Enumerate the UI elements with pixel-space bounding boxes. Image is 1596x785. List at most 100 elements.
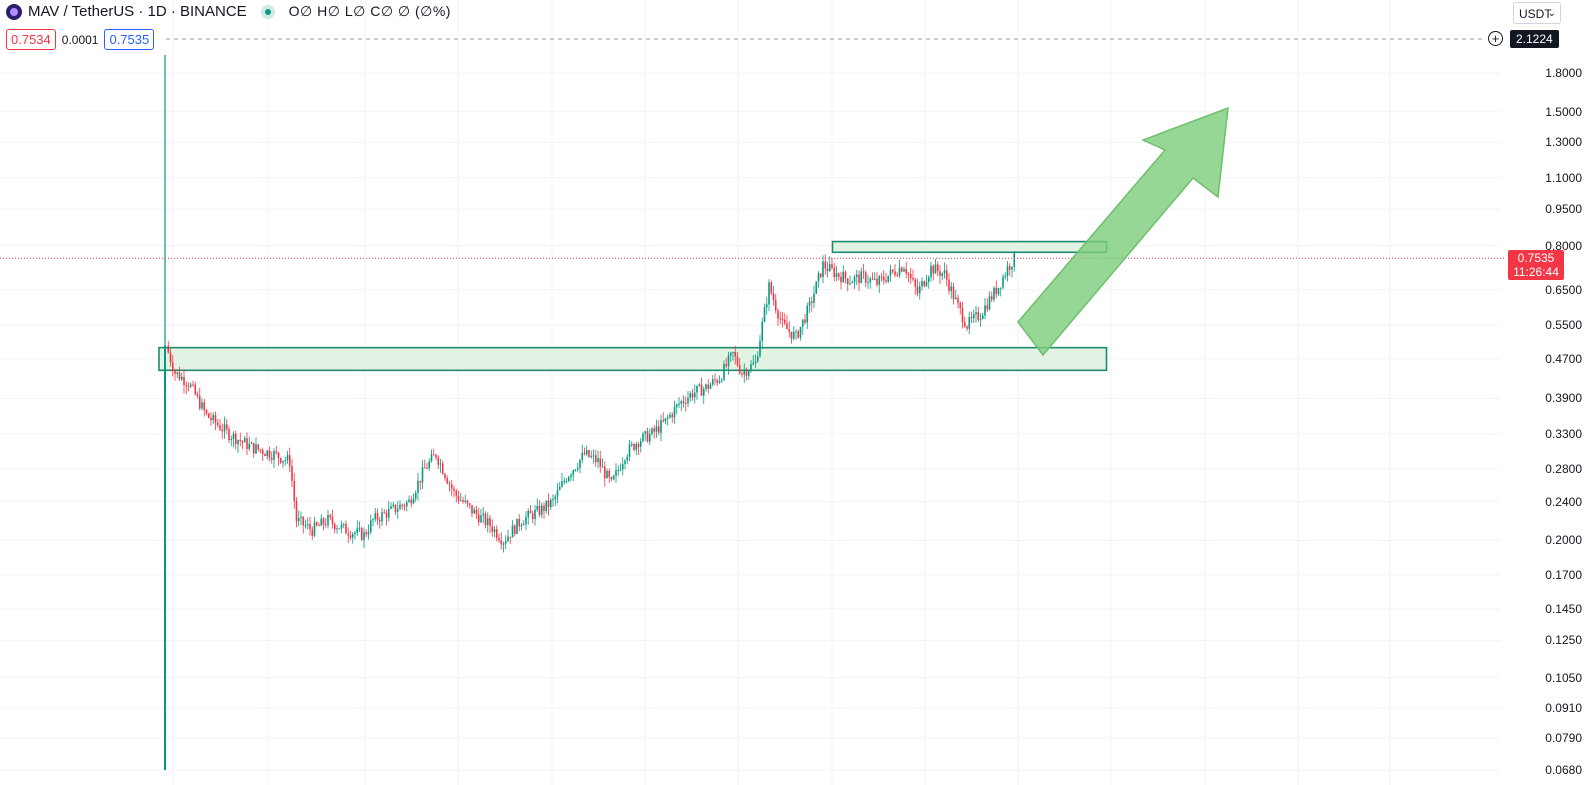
candle-body [257, 444, 260, 450]
candle-body [851, 282, 854, 284]
candle-body [471, 505, 473, 514]
buy-price-button[interactable]: 0.7535 [104, 29, 155, 50]
candle-body [270, 457, 273, 460]
add-alert-icon[interactable]: + [1488, 31, 1503, 46]
candle-body [178, 372, 181, 380]
spread-value: 0.0001 [61, 32, 99, 47]
candle-body [806, 305, 809, 323]
candle-body [972, 314, 975, 319]
high-price-badge: 2.1224 [1510, 30, 1559, 48]
candle-body [927, 277, 930, 283]
candle-body [518, 518, 521, 527]
candle-body [279, 458, 282, 463]
candle-body [459, 500, 462, 502]
candle-body [493, 529, 496, 532]
candle-body [777, 310, 779, 319]
candle-body [1011, 266, 1013, 270]
candle-body [520, 525, 523, 527]
candle-body [660, 420, 662, 433]
candle-body [403, 505, 406, 507]
candle-body [995, 287, 998, 295]
candle-body [1008, 266, 1011, 270]
candle-body [412, 498, 415, 504]
candle-body [538, 505, 541, 515]
candle-body [313, 522, 316, 536]
candle-body [369, 520, 372, 533]
candle-body [606, 470, 608, 479]
sell-price-button[interactable]: 0.7534 [6, 29, 56, 50]
candle-body [282, 460, 284, 463]
candle-body [878, 276, 881, 285]
candle-body [324, 524, 327, 526]
candle-body [959, 302, 962, 309]
candle-body [484, 513, 487, 525]
candle-body [693, 392, 696, 398]
candle-body [644, 431, 647, 434]
candle-body [988, 296, 991, 310]
candle-body [871, 278, 874, 280]
candle-body [423, 467, 426, 469]
candle-body [599, 458, 602, 467]
candle-body [828, 264, 831, 272]
symbol-title[interactable]: MAV / TetherUS · 1D · BINANCE [28, 3, 247, 20]
candle-body [410, 499, 413, 504]
candle-body [338, 528, 341, 530]
candle-body [747, 371, 750, 376]
candle-body [963, 322, 966, 327]
candle-body [468, 503, 471, 506]
candle-body [639, 441, 642, 447]
price-tick-label: 0.3300 [1545, 426, 1582, 441]
candle-body [243, 438, 246, 443]
candle-body [390, 506, 392, 509]
candle-body [723, 363, 725, 380]
candle-body [574, 469, 577, 471]
candle-body [741, 373, 743, 375]
currency-select[interactable]: USDT ⌄ [1513, 2, 1561, 24]
price-tick-label: 0.2000 [1545, 533, 1582, 548]
candle-body [822, 261, 824, 278]
candle-body [572, 470, 575, 476]
candle-body [336, 528, 338, 530]
candle-body [349, 535, 352, 538]
candle-body [687, 397, 689, 404]
candle-body [743, 370, 746, 375]
candle-body [252, 443, 255, 454]
candle-body [232, 433, 235, 439]
candle-body [752, 363, 755, 365]
candle-body [547, 500, 550, 508]
candle-body [671, 414, 674, 418]
candle-body [237, 440, 239, 445]
market-status-icon[interactable] [260, 4, 275, 19]
candle-body [300, 516, 302, 518]
candle-body [662, 420, 665, 422]
candle-body [682, 401, 685, 403]
candle-body [288, 455, 291, 467]
candle-body [511, 525, 514, 538]
candle-body [351, 533, 354, 538]
candle-body [765, 304, 768, 308]
candle-body [990, 296, 993, 300]
candle-body [185, 385, 188, 387]
candle-body [329, 514, 332, 518]
candle-body [907, 273, 910, 275]
candle-body [930, 265, 932, 278]
candle-body [419, 480, 422, 483]
candle-body [489, 518, 491, 527]
candle-body [734, 351, 737, 357]
candle-body [738, 365, 741, 374]
candle-body [642, 433, 644, 442]
candle-body [171, 362, 174, 372]
price-tick-label: 1.8000 [1545, 66, 1582, 80]
candle-body [835, 273, 838, 277]
candle-body [860, 271, 863, 284]
candle-body [761, 321, 764, 341]
candle-body [628, 444, 631, 457]
candle-body [563, 481, 566, 483]
candle-body [896, 275, 899, 277]
candle-body [250, 443, 253, 445]
candle-body [295, 501, 298, 522]
candle-body [441, 463, 444, 474]
candle-body [849, 283, 851, 285]
price-tick-label: 0.3900 [1545, 391, 1582, 406]
